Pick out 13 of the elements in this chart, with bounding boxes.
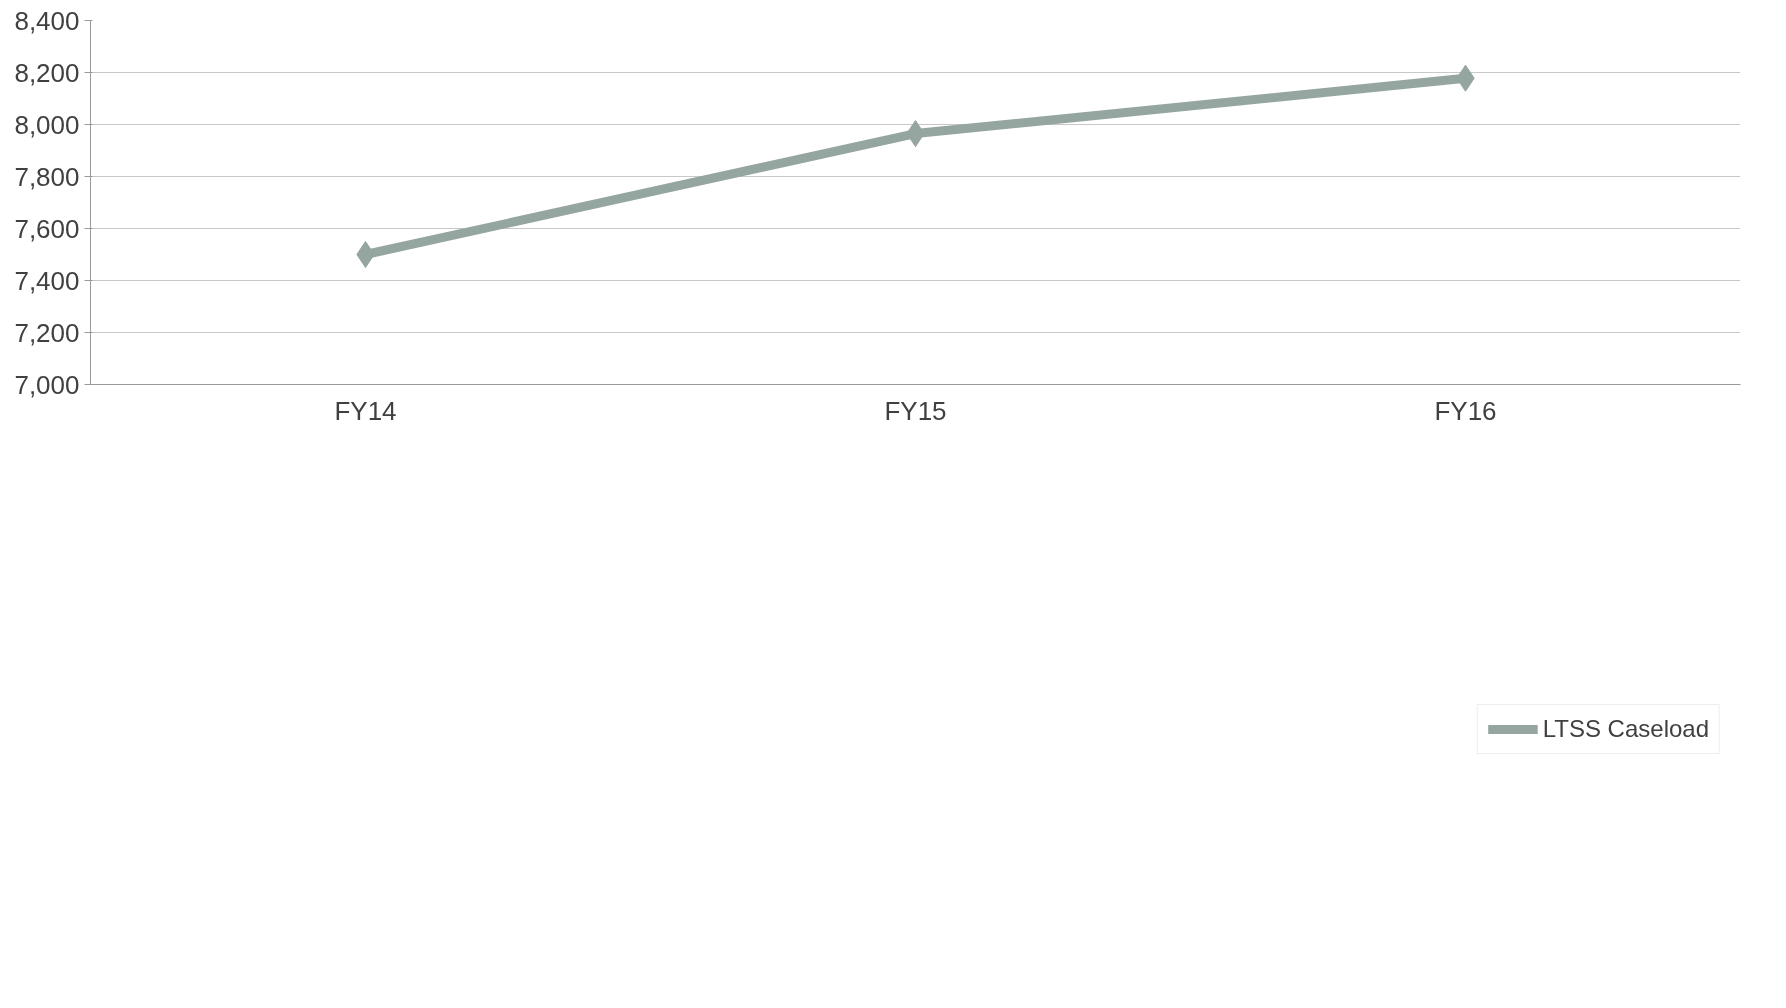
x-tick-label: FY15 — [884, 395, 947, 426]
x-tick-label: FY16 — [1434, 395, 1497, 426]
y-tick-label: 7,600 — [14, 213, 80, 244]
y-tick-label: 8,200 — [14, 57, 80, 88]
y-tick-label: 8,000 — [14, 109, 80, 140]
x-tick-label: FY14 — [334, 395, 397, 426]
y-tick-label: 7,800 — [14, 161, 80, 192]
legend-label: LTSS Caseload — [1542, 715, 1709, 743]
y-tick-label: 7,000 — [14, 369, 80, 400]
y-tick-label: 7,400 — [14, 265, 80, 296]
y-tick-label: 7,200 — [14, 317, 80, 348]
y-tick-label: 8,400 — [14, 5, 80, 36]
point — [356, 241, 375, 268]
